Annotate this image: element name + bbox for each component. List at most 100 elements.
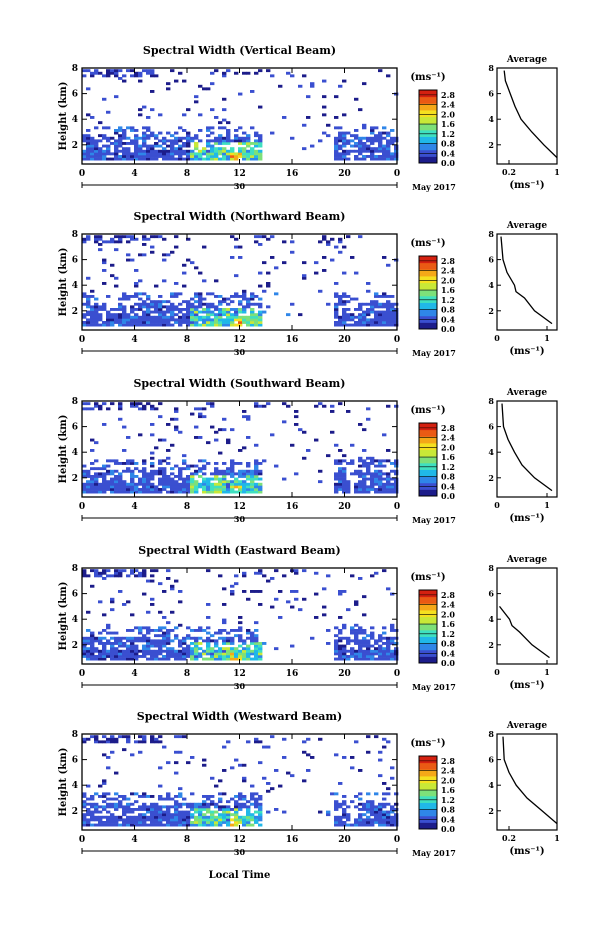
colorbar-swatch [419, 136, 437, 144]
heatmap-cell [218, 451, 223, 455]
heatmap-cell [122, 297, 127, 301]
heatmap-cell [202, 318, 207, 322]
heatmap-cell [106, 318, 111, 322]
heatmap-cell [174, 488, 179, 491]
heatmap-cell [170, 147, 175, 151]
heatmap-cell [130, 74, 135, 78]
heatmap-cell [138, 655, 143, 658]
heatmap-cell [194, 315, 199, 319]
heatmap-cell [150, 649, 155, 653]
heatmap-cell [110, 805, 115, 809]
heatmap-cell [86, 480, 91, 484]
heatmap-cell [126, 315, 131, 319]
heatmap-cell [150, 157, 155, 161]
heatmap-cell [134, 652, 139, 656]
heatmap-cell [114, 574, 119, 578]
heatmap-cell [206, 626, 211, 630]
heatmap-cell [334, 823, 339, 827]
heatmap-cell [194, 436, 199, 439]
heatmap-cell [250, 795, 255, 798]
heatmap-cell [362, 464, 367, 468]
heatmap-cell [162, 139, 167, 143]
heatmap-cell [142, 490, 147, 494]
heatmap-cell [394, 157, 399, 161]
heatmap-cell [370, 323, 375, 327]
date-label: May 2017 [412, 348, 456, 358]
heatmap-cell [218, 136, 223, 140]
heatmap-cell [170, 292, 175, 296]
heatmap-cell [194, 802, 199, 806]
heatmap-cell [214, 477, 219, 481]
heatmap-cell [386, 810, 391, 814]
heatmap-cell [358, 577, 363, 580]
heatmap-cell [246, 475, 251, 478]
heatmap-cell [98, 657, 103, 661]
heatmap-cell [386, 813, 391, 817]
heatmap-cell [378, 147, 383, 151]
y-tick-label: 8 [72, 730, 78, 740]
heatmap-cell [390, 776, 395, 780]
heatmap-cell [394, 652, 399, 656]
heatmap-cell [218, 469, 223, 473]
heatmap-cell [114, 802, 119, 806]
heatmap-cell [362, 808, 367, 811]
heatmap-cell [182, 642, 187, 645]
heatmap-cell [158, 629, 163, 632]
heatmap-cell [234, 480, 239, 484]
heatmap-cell [150, 321, 155, 324]
heatmap-cell [182, 823, 187, 827]
heatmap-cell [166, 308, 171, 311]
heatmap-cell [390, 655, 395, 658]
heatmap-cell [122, 462, 127, 465]
heatmap-cell [202, 472, 207, 476]
heatmap-cell [174, 813, 179, 817]
heatmap-cell [194, 136, 199, 140]
heatmap-cell [382, 782, 387, 785]
heatmap-cell [110, 802, 115, 806]
heatmap-cell [102, 657, 107, 661]
heatmap-cell [226, 488, 231, 491]
heatmap-cell [214, 644, 219, 648]
heatmap-cell [202, 805, 207, 809]
heatmap-cell [198, 129, 203, 132]
average-y-tick-label: 2 [488, 640, 494, 650]
heatmap-cell [338, 240, 343, 244]
heatmap-cell [358, 642, 363, 645]
heatmap-cell [86, 482, 91, 486]
heatmap-cell [174, 149, 179, 153]
heatmap-cell [170, 488, 175, 491]
heatmap-cell [302, 456, 307, 460]
heatmap-cell [342, 652, 347, 656]
heatmap-cell [206, 631, 211, 635]
heatmap-cell [250, 652, 255, 656]
heatmap-cell [230, 482, 235, 486]
heatmap-cell [354, 308, 359, 311]
heatmap-cell [326, 123, 331, 127]
average-y-tick-label: 6 [488, 89, 494, 99]
heatmap-cell [106, 649, 111, 653]
heatmap-cell [114, 490, 119, 494]
heatmap-cell [334, 805, 339, 809]
heatmap-cell [258, 649, 263, 653]
heatmap-cell [226, 810, 231, 814]
heatmap-cell [142, 253, 147, 257]
heatmap-cell [134, 815, 139, 819]
heatmap-cell [242, 802, 247, 806]
heatmap-cell [334, 321, 339, 324]
heatmap-cell [394, 472, 399, 476]
heatmap-cell [146, 402, 151, 406]
heatmap-cell [198, 805, 203, 809]
heatmap-cell [206, 142, 211, 145]
heatmap-cell [354, 740, 359, 744]
heatmap-cell [98, 784, 103, 788]
heatmap-cell [122, 649, 127, 653]
heatmap-cell [134, 636, 139, 640]
average-x-tick-label: 1 [554, 833, 560, 843]
date-tick-label: 30 [234, 347, 246, 357]
heatmap-cell [238, 449, 243, 452]
heatmap-cell [306, 753, 311, 757]
heatmap-cell [374, 292, 379, 296]
heatmap-cell [126, 240, 131, 244]
heatmap-cell [202, 482, 207, 486]
heatmap-cell [98, 821, 103, 824]
